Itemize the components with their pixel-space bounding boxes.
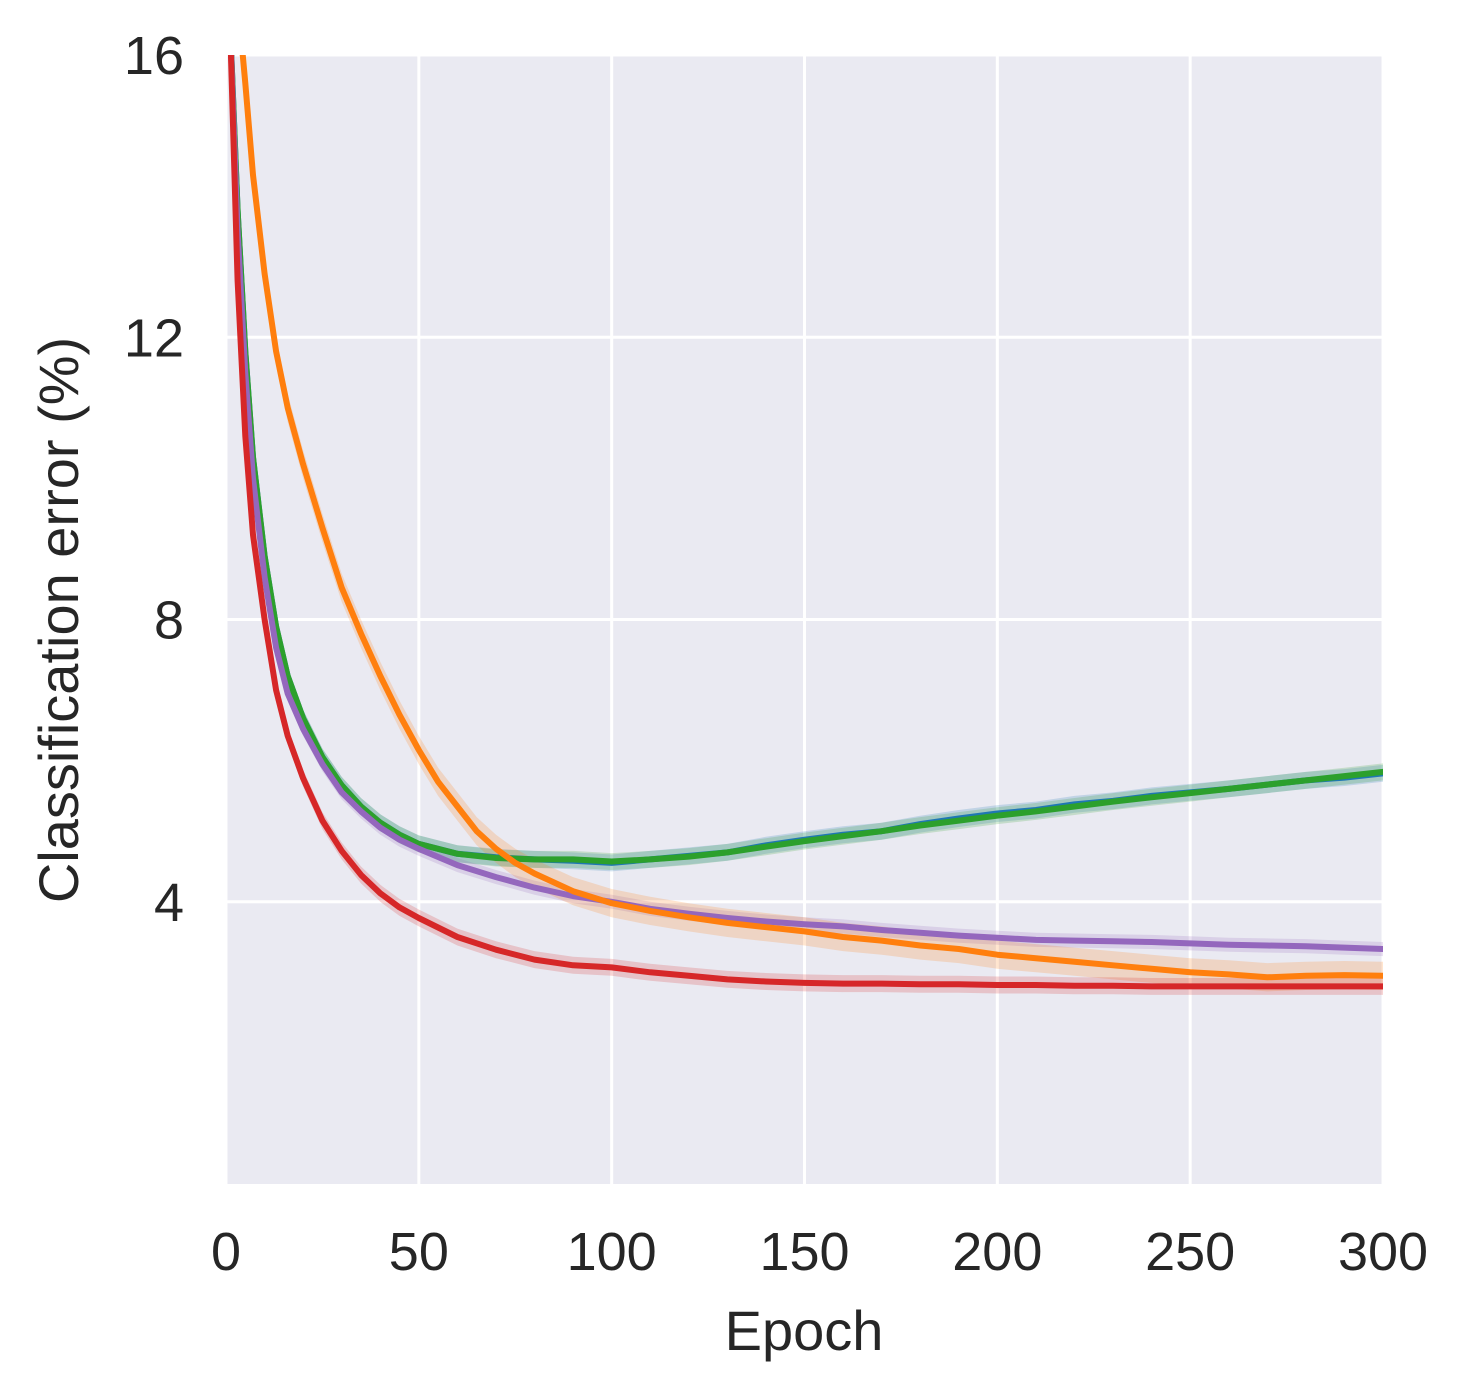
x-tick-label: 150 <box>759 1222 849 1282</box>
x-axis-title: Epoch <box>725 1299 884 1362</box>
y-tick-label: 4 <box>154 873 184 933</box>
x-tick-label: 250 <box>1145 1222 1235 1282</box>
x-tick-label: 50 <box>389 1222 449 1282</box>
grid-lines <box>224 53 1385 1184</box>
series-lines <box>227 55 1383 990</box>
y-axis-title: Classification error (%) <box>27 337 90 903</box>
x-tick-label: 300 <box>1338 1222 1428 1282</box>
y-tick-label: 16 <box>124 26 184 86</box>
x-tick-label: 0 <box>211 1222 241 1282</box>
series-5-line <box>227 55 1383 990</box>
tick-labels: 0 50 100 150 200 250 300 4 8 12 16 <box>124 26 1428 1282</box>
series-4-line <box>239 55 1383 981</box>
series-2-line <box>228 55 1383 865</box>
y-tick-label: 8 <box>154 591 184 651</box>
x-tick-label: 200 <box>952 1222 1042 1282</box>
y-tick-label: 12 <box>124 308 184 368</box>
x-tick-label: 100 <box>567 1222 657 1282</box>
